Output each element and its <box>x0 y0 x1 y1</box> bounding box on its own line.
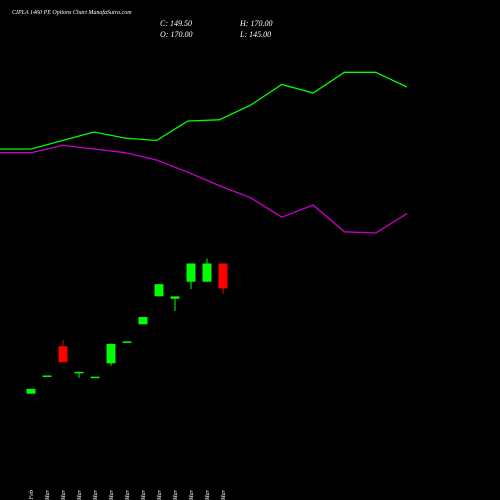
chart-title: CIPLA 1460 PE Options Chart MunafaSutra.… <box>12 9 132 16</box>
candle-body <box>202 263 212 282</box>
indicator-line <box>0 144 408 234</box>
x-tick-label: 12 Mar <box>93 489 99 500</box>
high-label: H: 170.00 <box>239 19 272 28</box>
candle-body <box>74 371 84 374</box>
x-tick-label: 06 Mar <box>45 489 51 500</box>
x-tick-label: 24 Mar <box>204 489 211 500</box>
candle-body <box>218 263 228 289</box>
candle-body <box>42 375 52 377</box>
candle-body <box>154 284 164 297</box>
x-tick-label: 09 Mar <box>61 489 67 500</box>
open-label: O: 170.00 <box>160 30 192 39</box>
candle-body <box>58 346 68 363</box>
x-tick-label: 25 Mar <box>221 489 227 500</box>
candle-body <box>90 376 100 379</box>
indicator-line <box>0 71 408 150</box>
candle-body <box>186 263 196 282</box>
x-tick-label: 21 Mar <box>189 489 195 500</box>
candle-body <box>138 317 148 325</box>
close-label: C: 149.50 <box>160 19 192 28</box>
x-tick-label: 20 Mar <box>173 489 179 500</box>
candle-body <box>106 343 116 364</box>
candle-body <box>170 296 180 299</box>
x-tick-label: 11 Mar <box>77 489 83 500</box>
x-tick-label: 18 Mar <box>141 489 147 500</box>
low-label: L: 145.00 <box>239 30 271 39</box>
x-tick-label: 19 Mar <box>157 489 163 500</box>
candle-body <box>122 341 132 343</box>
x-tick-label: 13 Mar <box>109 489 115 500</box>
x-tick-label: 28 Feb <box>29 490 35 500</box>
candle-body <box>26 388 36 394</box>
x-tick-label: 17 Mar <box>125 489 131 500</box>
